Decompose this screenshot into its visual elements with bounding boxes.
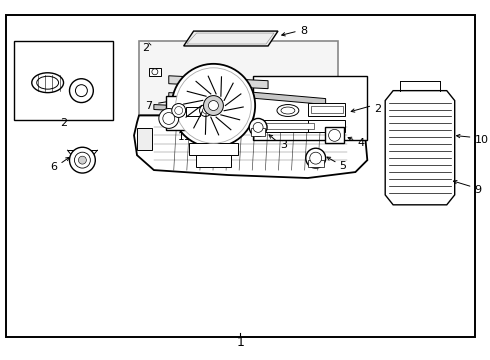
Bar <box>262 121 317 132</box>
Text: 6: 6 <box>50 162 58 172</box>
Circle shape <box>199 104 212 117</box>
Bar <box>325 127 344 143</box>
Circle shape <box>329 129 341 141</box>
Circle shape <box>163 112 175 125</box>
Ellipse shape <box>37 76 59 89</box>
Text: 5: 5 <box>340 161 346 171</box>
Circle shape <box>208 100 219 111</box>
Text: 2: 2 <box>142 43 149 53</box>
Text: 4: 4 <box>357 138 365 148</box>
Text: 8: 8 <box>300 26 307 36</box>
Text: 1: 1 <box>236 336 244 349</box>
Polygon shape <box>184 31 278 46</box>
Circle shape <box>75 85 87 96</box>
Circle shape <box>176 68 251 143</box>
Text: 10: 10 <box>474 135 489 145</box>
Bar <box>251 129 265 136</box>
Bar <box>308 103 345 117</box>
Ellipse shape <box>277 104 299 117</box>
Polygon shape <box>154 104 219 112</box>
Circle shape <box>175 107 183 114</box>
Polygon shape <box>134 116 368 178</box>
Text: 2: 2 <box>60 118 67 129</box>
Circle shape <box>202 108 208 113</box>
Circle shape <box>74 152 90 168</box>
Circle shape <box>253 122 263 132</box>
Bar <box>196 155 231 167</box>
Polygon shape <box>169 93 214 102</box>
Circle shape <box>306 148 326 168</box>
Bar <box>253 76 368 140</box>
Circle shape <box>249 118 267 136</box>
Ellipse shape <box>32 73 64 93</box>
Text: 7: 7 <box>145 100 152 111</box>
Text: 11: 11 <box>178 132 191 142</box>
Bar <box>265 123 314 129</box>
Circle shape <box>310 152 321 164</box>
Bar <box>139 41 338 116</box>
Text: 2: 2 <box>374 104 381 113</box>
Polygon shape <box>223 90 326 104</box>
Bar <box>137 129 152 150</box>
Bar <box>308 160 324 167</box>
Bar <box>14 41 113 121</box>
Circle shape <box>159 108 179 129</box>
Circle shape <box>172 64 255 147</box>
Bar <box>149 68 161 76</box>
Circle shape <box>172 104 186 117</box>
Text: 9: 9 <box>474 185 482 195</box>
Circle shape <box>203 96 223 116</box>
Text: 3: 3 <box>280 140 287 150</box>
Circle shape <box>70 79 93 103</box>
Polygon shape <box>215 90 226 100</box>
Bar <box>186 107 199 117</box>
Bar <box>189 143 238 155</box>
Polygon shape <box>169 76 268 89</box>
Polygon shape <box>385 91 455 205</box>
Bar <box>166 96 220 130</box>
Circle shape <box>70 147 96 173</box>
Ellipse shape <box>281 107 295 114</box>
Bar <box>308 121 345 132</box>
Circle shape <box>78 156 86 164</box>
Bar <box>311 105 343 113</box>
Circle shape <box>152 69 158 75</box>
